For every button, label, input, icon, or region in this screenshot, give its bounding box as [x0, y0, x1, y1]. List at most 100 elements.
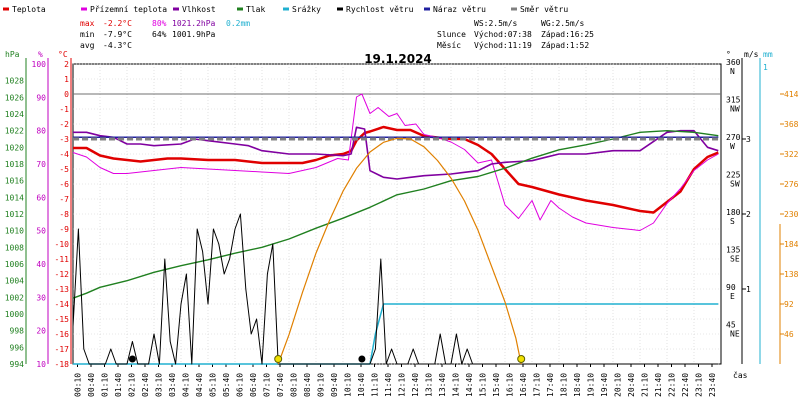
stat-min-temp: -7.9°C — [103, 30, 132, 39]
temperature-tick-label: -12 — [55, 270, 70, 279]
pressure-tick-label: 1016 — [5, 177, 24, 186]
wind-tick-label: 2 — [746, 210, 751, 219]
wind-tick-label: 1 — [746, 285, 751, 294]
temperature-tick-label: 2 — [64, 60, 69, 69]
direction-tick-label: 180 — [726, 208, 741, 217]
solar-tick-label: 46 — [784, 330, 794, 339]
direction-tick-label: 360 — [726, 58, 741, 67]
series-prizemni-teplota — [72, 93, 719, 231]
pressure-tick-label: 994 — [10, 360, 25, 369]
x-tick-label: 18:40 — [573, 373, 582, 397]
legend-item-vlhkost: Vlhkost — [173, 5, 216, 14]
humidity-tick-label: 40 — [36, 260, 46, 269]
wind-gust-info: WG:2.5m/s — [541, 19, 585, 28]
rain-event-dot — [128, 355, 136, 363]
x-tick-label: 14:10 — [452, 373, 461, 397]
x-tick-label: 19:40 — [600, 373, 609, 397]
moonset-info: Západ:1:52 — [541, 41, 589, 50]
direction-compass-label: W — [730, 142, 735, 151]
stat-avg-label: avg — [80, 41, 95, 50]
x-tick-label: 19:10 — [587, 373, 596, 397]
pressure-tick-label: 1008 — [5, 243, 24, 252]
sun-event-dot — [274, 355, 283, 363]
pressure-tick-label: 1004 — [5, 277, 24, 286]
pressure-tick-label: 1012 — [5, 210, 24, 219]
x-tick-label: 12:40 — [411, 373, 420, 397]
temperature-tick-label: -3 — [59, 135, 69, 144]
temperature-tick-label: -18 — [55, 360, 70, 369]
stat-min-pressure: 1001.9hPa — [172, 30, 216, 39]
rain-event-dot — [358, 355, 366, 363]
humidity-tick-label: 50 — [36, 227, 46, 236]
stat-max-temp: -2.2°C — [103, 19, 132, 28]
pressure-tick-label: 1014 — [5, 193, 24, 202]
stats-block: max -2.2°C 80% 1021.2hPa 0.2mm min -7.9°… — [80, 19, 250, 50]
legend-label: Náraz větru — [433, 5, 486, 14]
marks-layer — [128, 355, 526, 363]
legend-label: Teplota — [12, 5, 46, 14]
temperature-unit: °C — [58, 50, 68, 59]
legend-item-smer-vetru: Směr větru — [511, 5, 568, 14]
humidity-tick-label: 100 — [32, 60, 47, 69]
x-tick-label: 07:40 — [276, 373, 285, 397]
stat-rain: 0.2mm — [226, 19, 250, 28]
direction-tick-label: 225 — [726, 171, 741, 180]
axis-units: hPa % °C ° m/s mm — [5, 50, 773, 59]
x-tick-label: 00:10 — [74, 373, 83, 397]
rain-tick-label: 1 — [763, 63, 768, 72]
temperature-tick-label: 0 — [64, 90, 69, 99]
x-tick-label: 00:40 — [87, 373, 96, 397]
direction-tick-label: 90 — [726, 283, 736, 292]
legend-label: Vlhkost — [182, 5, 216, 14]
temperature-tick-label: 1 — [64, 75, 69, 84]
x-tick-label: 20:40 — [627, 373, 636, 397]
legend-item-teplota: Teplota — [3, 5, 46, 14]
x-tick-label: 01:40 — [114, 373, 123, 397]
direction-tick-label: 135 — [726, 246, 741, 255]
x-tick-label: 15:10 — [479, 373, 488, 397]
direction-compass-label: SW — [730, 180, 740, 189]
pressure-tick-label: 1020 — [5, 143, 24, 152]
series-slunecni-zareni — [277, 137, 522, 365]
humidity-tick-label: 20 — [36, 327, 46, 336]
temperature-tick-label: -8 — [59, 210, 69, 219]
x-tick-label: 04:10 — [182, 373, 191, 397]
stat-avg-temp: -4.3°C — [103, 41, 132, 50]
moonrise-info: Východ:11:19 — [474, 41, 532, 50]
solar-tick-label: 368 — [784, 120, 799, 129]
direction-compass-label: NE — [730, 330, 740, 339]
pressure-unit: hPa — [5, 50, 20, 59]
wind-tick-label: 3 — [746, 135, 751, 144]
direction-compass-label: SE — [730, 255, 740, 264]
x-tick-label: 13:40 — [438, 373, 447, 397]
x-tick-label: 10:40 — [357, 373, 366, 397]
direction-compass-label: E — [730, 292, 735, 301]
x-tick-label: 06:10 — [236, 373, 245, 397]
x-tick-label: 17:40 — [546, 373, 555, 397]
temperature-tick-label: -2 — [59, 120, 69, 129]
temperature-tick-label: -1 — [59, 105, 69, 114]
x-tick-label: 07:10 — [263, 373, 272, 397]
humidity-unit: % — [38, 50, 43, 59]
x-tick-label: 10:10 — [344, 373, 353, 397]
x-tick-label: 08:40 — [303, 373, 312, 397]
pressure-tick-label: 1006 — [5, 260, 24, 269]
x-tick-label: 08:10 — [290, 373, 299, 397]
direction-unit: ° — [726, 50, 731, 59]
legend-label: Rychlost větru — [346, 5, 414, 14]
temperature-tick-label: -13 — [55, 285, 70, 294]
x-tick-label: 16:10 — [506, 373, 515, 397]
solar-tick-label: 92 — [784, 300, 794, 309]
chart-title: 19.1.2024 — [364, 52, 432, 66]
humidity-tick-label: 80 — [36, 127, 46, 136]
wind-speed-info: WS:2.5m/s — [474, 19, 518, 28]
sun-event-dot — [517, 355, 526, 363]
temperature-tick-label: -6 — [59, 180, 69, 189]
stat-max-label: max — [80, 19, 95, 28]
series-layer — [72, 93, 719, 365]
x-tick-label: 02:10 — [128, 373, 137, 397]
temperature-tick-label: -9 — [59, 225, 69, 234]
pressure-tick-label: 996 — [10, 343, 25, 352]
pressure-tick-label: 1028 — [5, 77, 24, 86]
